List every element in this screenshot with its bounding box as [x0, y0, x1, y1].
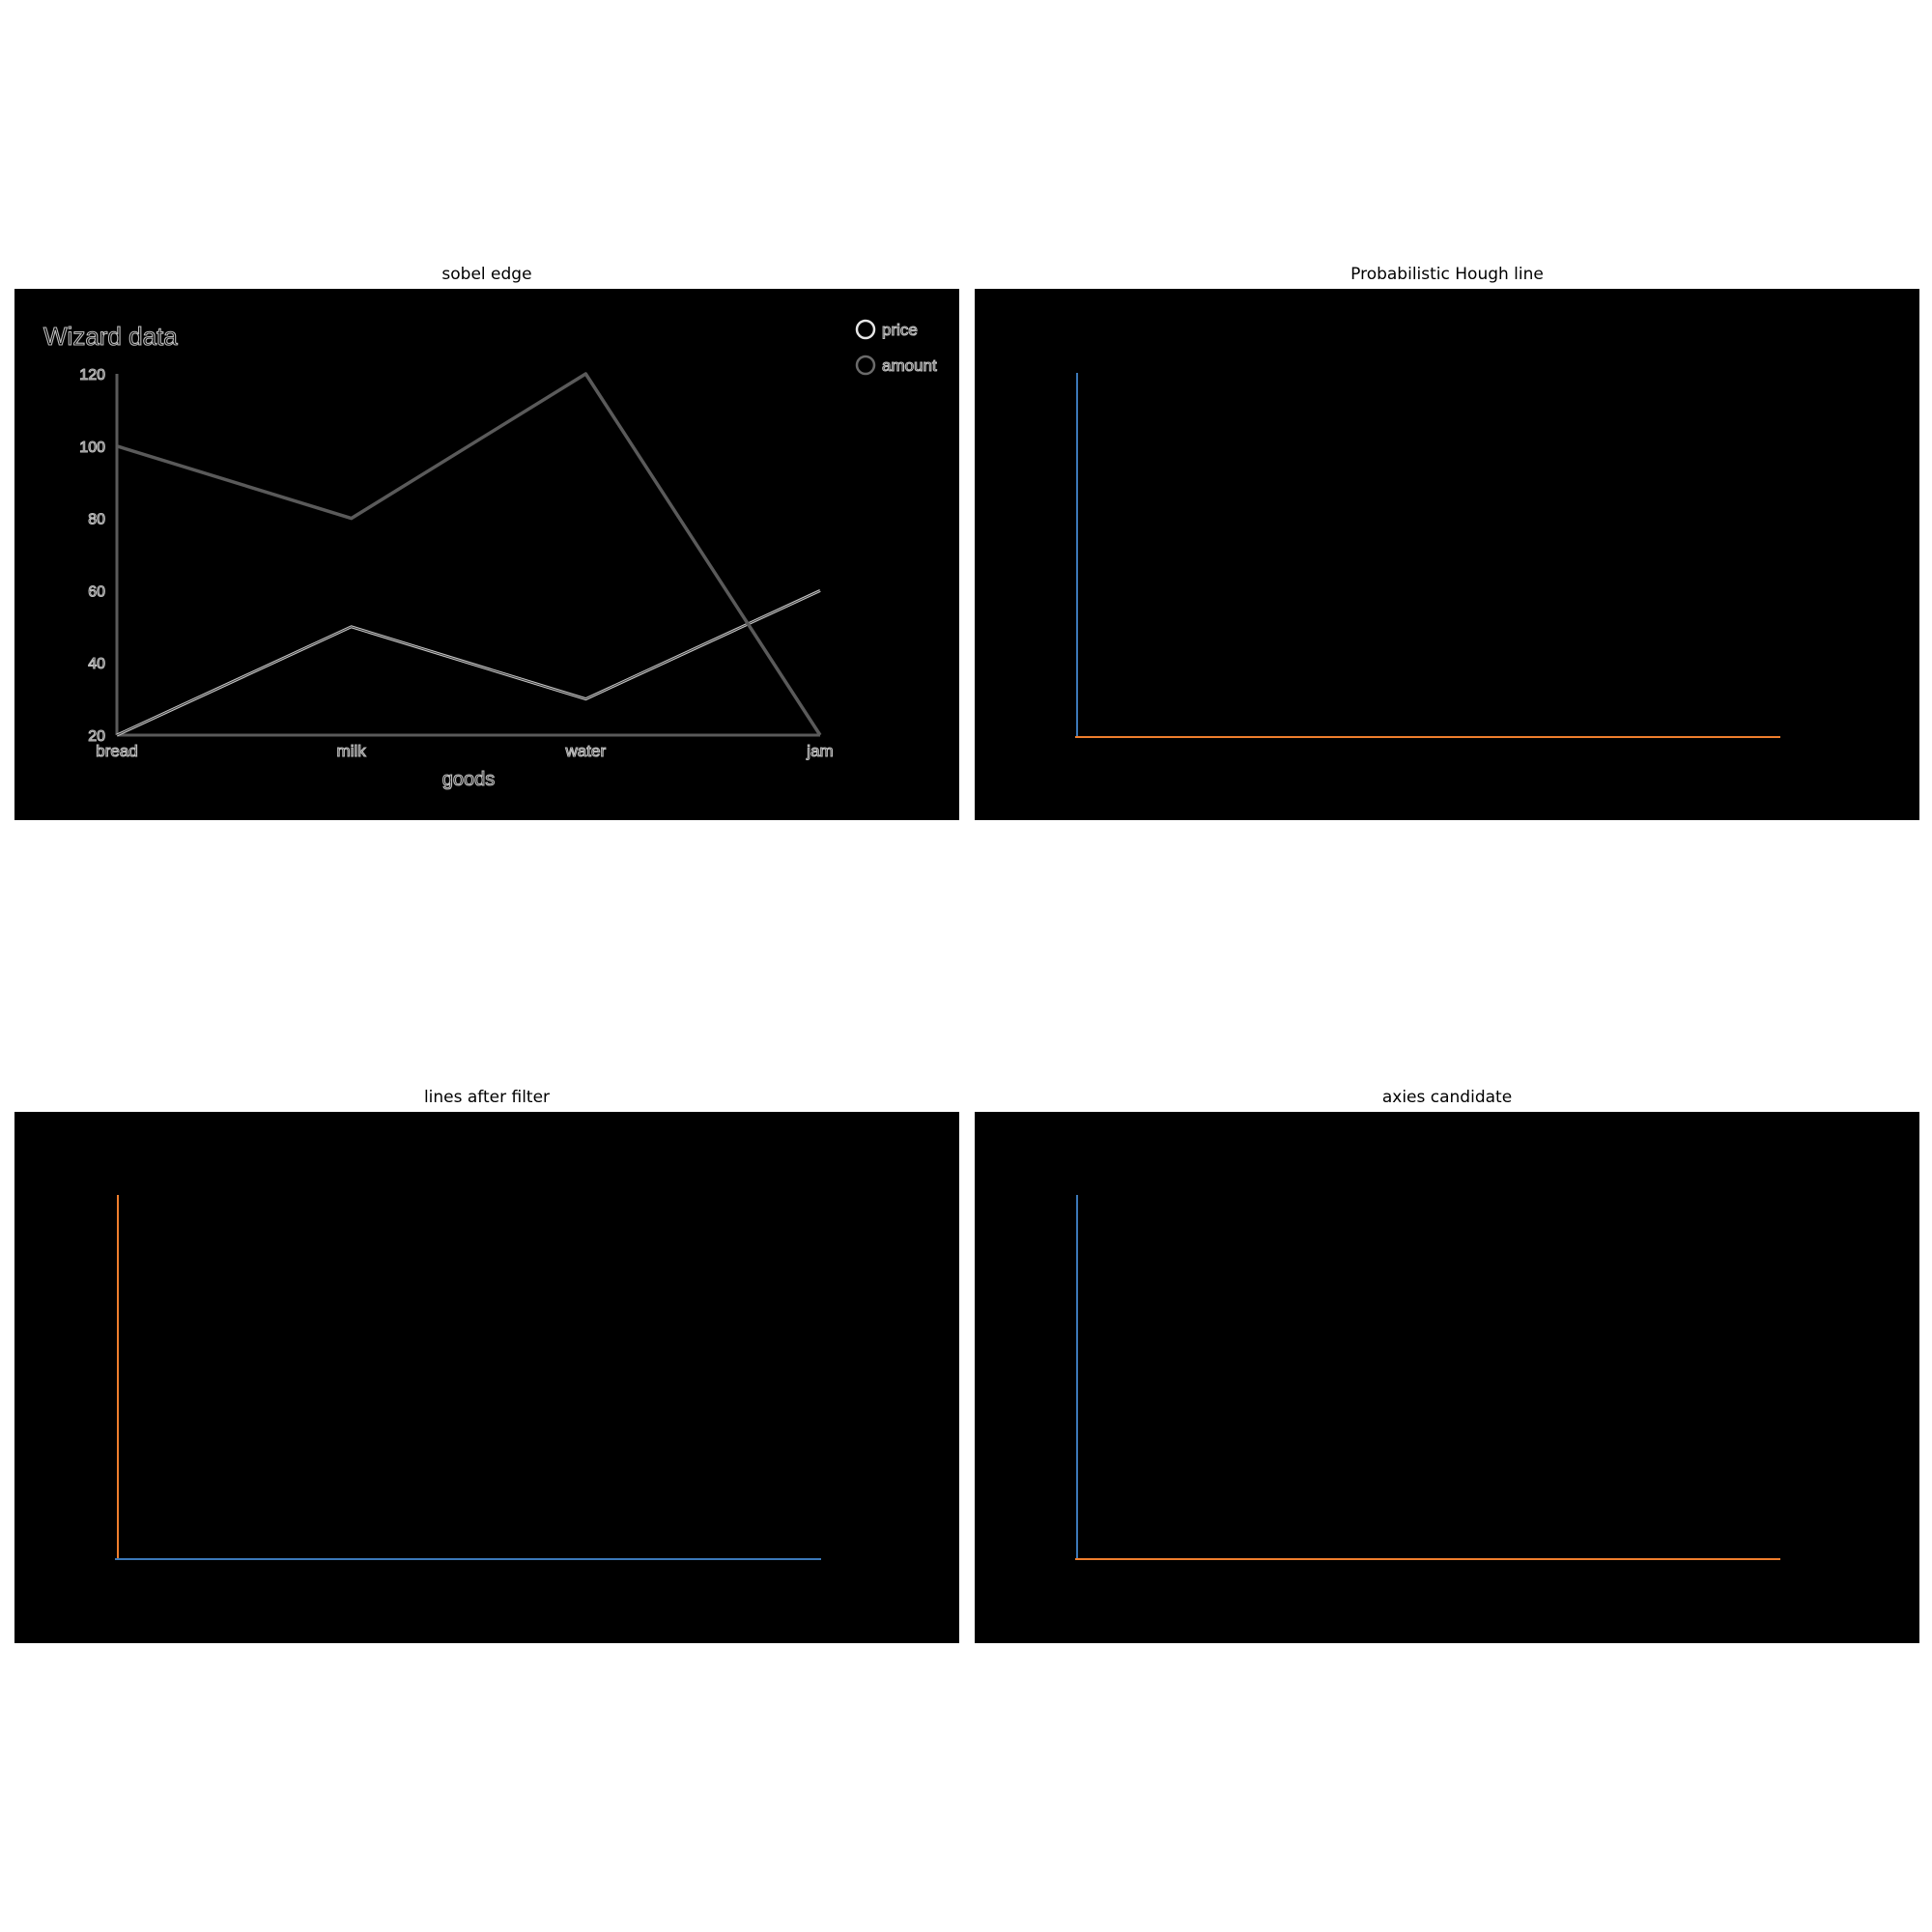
- x-tick-label: milk: [337, 742, 367, 760]
- x-tick-label: jam: [806, 742, 833, 760]
- x-tick-label: bread: [96, 742, 137, 760]
- legend-marker-price: [855, 319, 876, 340]
- y-tick-label: 120: [79, 367, 105, 384]
- y-tick-label: 20: [88, 728, 105, 745]
- legend-marker-amount: [855, 355, 876, 376]
- filtered-lines-panel: [14, 1112, 959, 1643]
- y-tick-label: 40: [88, 656, 105, 672]
- x-axis-label: goods: [442, 769, 496, 790]
- series-line-amount: [116, 372, 822, 736]
- sobel-edge-panel: Wizard data 20 40 60 80 100 120 bread milk wate…: [14, 289, 959, 820]
- axes-candidate-plot: [1075, 1195, 1780, 1560]
- panel-title-sobel: sobel edge: [441, 265, 532, 284]
- x-tick-label: water: [565, 742, 607, 760]
- y-tick-label: 100: [79, 440, 105, 456]
- series-line-inner-price: [116, 589, 821, 736]
- hough-line-plot: [1075, 373, 1780, 738]
- filtered-lines-plot: [115, 1195, 821, 1560]
- y-tick-label: 60: [88, 583, 105, 600]
- panel-title-axes: axies candidate: [1381, 1088, 1513, 1107]
- panel-title-filter: lines after filter: [423, 1088, 551, 1107]
- hough-line-panel: [975, 289, 1919, 820]
- legend-label-price: price: [882, 321, 918, 339]
- y-tick-label: 80: [88, 512, 105, 528]
- legend-label-amount: amount: [882, 356, 937, 375]
- sobel-edge-chart: Wizard data 20 40 60 80 100 120 bread milk wate…: [43, 319, 938, 791]
- panel-title-hough: Probabilistic Hough line: [1350, 265, 1544, 284]
- legend: price amount: [855, 319, 938, 376]
- chart-title: Wizard data: [43, 322, 178, 351]
- axes-candidate-panel: [975, 1112, 1919, 1643]
